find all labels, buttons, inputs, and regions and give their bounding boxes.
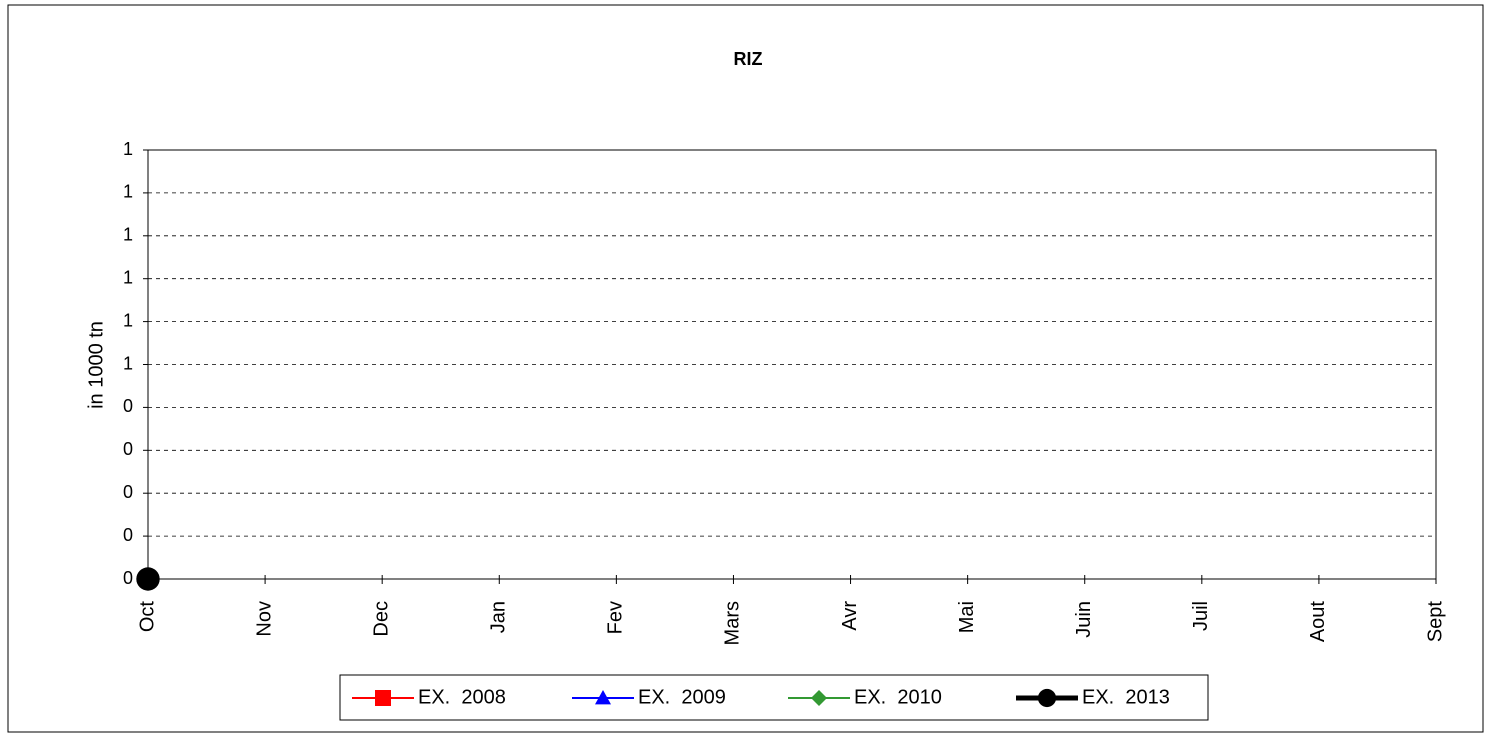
- y-tick-label: 1: [123, 267, 133, 287]
- marker: [375, 690, 391, 706]
- x-tick-label: Sept: [1424, 601, 1446, 643]
- x-tick-label: Dec: [370, 601, 392, 637]
- chart-border: [7, 4, 1484, 733]
- x-tick-label: Aout: [1307, 601, 1329, 643]
- legend-label: EX. 2010: [854, 686, 942, 708]
- marker: [136, 567, 160, 591]
- x-tick-label: Juil: [1190, 601, 1212, 631]
- y-tick-label: 1: [123, 139, 133, 159]
- x-tick-label: Avr: [839, 601, 861, 631]
- chart-title: RIZ: [734, 49, 763, 69]
- x-tick-label: Fev: [605, 601, 627, 634]
- y-tick-label: 1: [123, 225, 133, 245]
- x-tick-label: Oct: [136, 601, 158, 633]
- marker: [811, 690, 827, 706]
- y-axis-label: in 1000 tn: [85, 321, 107, 409]
- marker: [1037, 688, 1057, 708]
- y-tick-label: 1: [123, 310, 133, 330]
- x-tick-label: Jan: [488, 601, 510, 633]
- x-tick-label: Nov: [253, 601, 275, 637]
- y-tick-label: 0: [123, 439, 133, 459]
- y-tick-label: 0: [123, 396, 133, 416]
- y-tick-label: 1: [123, 353, 133, 373]
- x-tick-label: Mars: [722, 601, 744, 645]
- marker: [595, 690, 611, 705]
- y-tick-label: 1: [123, 182, 133, 202]
- legend-label: EX. 2009: [638, 686, 726, 708]
- y-tick-label: 0: [123, 525, 133, 545]
- legend-label: EX. 2008: [418, 686, 506, 708]
- x-tick-label: Juin: [1073, 601, 1095, 638]
- legend-label: EX. 2013: [1082, 686, 1170, 708]
- y-tick-label: 0: [123, 568, 133, 588]
- x-tick-label: Mai: [956, 601, 978, 633]
- y-tick-label: 0: [123, 482, 133, 502]
